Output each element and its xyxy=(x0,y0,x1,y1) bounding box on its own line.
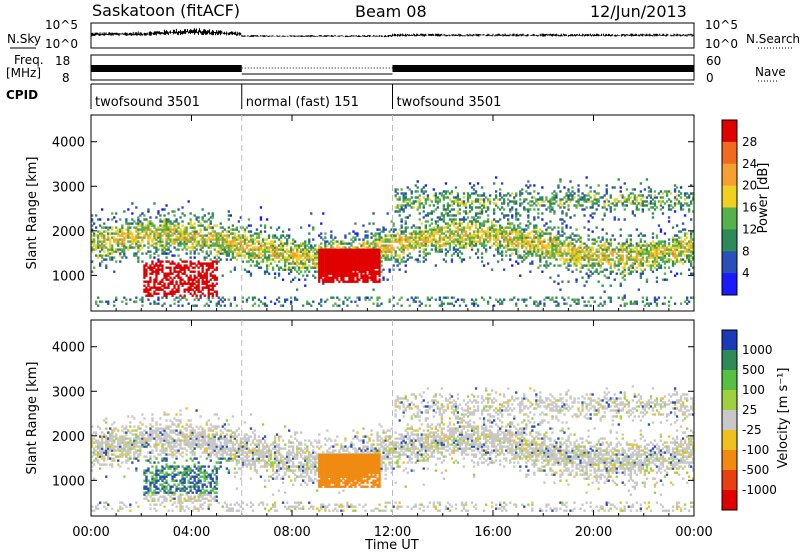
cbar-tick: 20 xyxy=(742,179,757,193)
beam-label: Beam 08 xyxy=(355,2,427,21)
velocity-colorbar: 1000 500 100 25 -25 -100 -500 -1000 xyxy=(721,329,777,511)
cbar-tick: 25 xyxy=(742,403,757,417)
cbar-tick: -1000 xyxy=(742,483,777,497)
cbar-tick: 4 xyxy=(742,266,750,280)
velocity-echoes xyxy=(91,385,694,512)
cbar-tick: 28 xyxy=(742,135,757,149)
nsky-tick-top: 10^5 xyxy=(45,18,78,32)
nsky-label: N.Sky xyxy=(7,32,41,46)
cbar-tick: 16 xyxy=(742,201,757,215)
nsearch-tick-bottom: 10^0 xyxy=(705,37,738,51)
cpid-segment-label: twofsound 3501 xyxy=(397,95,502,110)
cbar-tick: -500 xyxy=(742,463,769,477)
cpid-segment-label: normal (fast) 151 xyxy=(246,95,359,110)
cbar-tick: 100 xyxy=(742,383,765,397)
cpid-strip: twofsound 3501 normal (fast) 151 twofsound… xyxy=(90,83,694,110)
nsearch-label: N.Search xyxy=(746,32,800,46)
cbar-tick: 500 xyxy=(742,363,765,377)
cbar-tick: 1000 xyxy=(742,343,773,357)
ytick-label: 3000 xyxy=(52,385,85,400)
power-colorbar: 4 8 12 16 20 24 28 xyxy=(721,119,757,296)
xtick-label: 00:00 xyxy=(675,525,712,540)
ytick-label: 1000 xyxy=(52,474,85,489)
ytick-label: 3000 xyxy=(52,180,85,195)
cpid-segment-label: twofsound 3501 xyxy=(95,95,200,110)
ytick-label: 4000 xyxy=(52,341,85,356)
ytick-label: 2000 xyxy=(52,225,85,240)
velocity-axes: 1000 2000 3000 4000 00:00 04:00 08:00 12:00 16:0… xyxy=(52,320,713,540)
ytick-label: 1000 xyxy=(52,269,85,284)
xtick-label: 12:00 xyxy=(374,525,411,540)
power-echoes xyxy=(91,176,694,307)
nsky-strip xyxy=(90,22,695,49)
xtick-label: 16:00 xyxy=(474,525,511,540)
freq-trace xyxy=(91,65,694,75)
velocity-panel-frame xyxy=(90,319,695,517)
freq-tick-top: 18 xyxy=(55,54,70,68)
velocity-cbar-label: Velocity [m s⁻¹] xyxy=(776,368,791,469)
nsky-trace xyxy=(90,28,695,38)
radar-title: Saskatoon (fitACF) xyxy=(92,1,240,20)
ytick-label: 4000 xyxy=(52,136,85,151)
freq-tick-bottom: 8 xyxy=(62,71,70,85)
nave-tick-top: 60 xyxy=(706,54,721,68)
time-xlabel: Time UT xyxy=(364,538,418,553)
nsearch-tick-top: 10^5 xyxy=(705,18,738,32)
xtick-label: 08:00 xyxy=(273,525,310,540)
nave-tick-bottom: 0 xyxy=(706,71,714,85)
cbar-tick: 24 xyxy=(742,157,757,171)
freq-label: Freq. xyxy=(14,53,44,67)
xtick-label: 20:00 xyxy=(575,525,612,540)
xtick-label: 04:00 xyxy=(173,525,210,540)
velocity-ylabel: Slant Range [km] xyxy=(25,362,40,475)
freq-unit: [MHz] xyxy=(6,66,41,80)
date-label: 12/Jun/2013 xyxy=(590,2,687,21)
power-cbar-label: Power [dB] xyxy=(756,163,771,234)
ytick-label: 2000 xyxy=(52,430,85,445)
power-axes: 1000 2000 3000 4000 xyxy=(52,115,695,311)
xtick-label: 00:00 xyxy=(72,525,109,540)
nsky-tick-bottom: 10^0 xyxy=(45,37,78,51)
power-ylabel: Slant Range [km] xyxy=(25,157,40,270)
cbar-tick: -100 xyxy=(742,443,769,457)
cbar-tick: 12 xyxy=(742,222,757,236)
nave-label: Nave xyxy=(755,65,786,79)
cbar-tick: -25 xyxy=(742,423,762,437)
cbar-tick: 8 xyxy=(742,244,750,258)
cpid-label: CPID xyxy=(6,88,38,102)
